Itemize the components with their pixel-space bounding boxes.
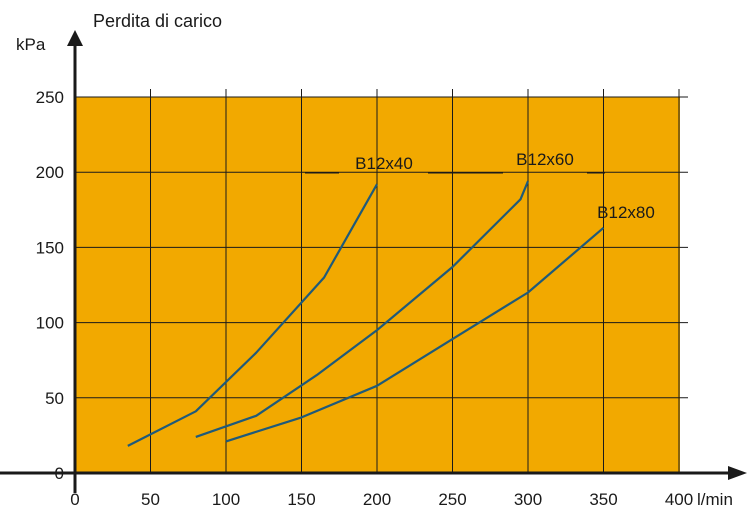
x-tick-label: 300: [514, 490, 542, 509]
x-tick-label: 50: [141, 490, 160, 509]
x-tick-label: 250: [438, 490, 466, 509]
y-tick-label: 0: [55, 464, 64, 483]
x-tick-label: 200: [363, 490, 391, 509]
series-line: [127, 183, 378, 447]
x-tick-label: 350: [589, 490, 617, 509]
series-lines: [127, 180, 605, 447]
axes: [0, 30, 747, 493]
series-labels: B12x40 B12x60 B12x80: [305, 150, 655, 222]
x-tick-label: 100: [212, 490, 240, 509]
x-axis-arrow: [728, 466, 747, 480]
series-label: B12x40: [355, 154, 413, 173]
y-axis-arrow: [67, 30, 83, 46]
x-tick-label: 150: [287, 490, 315, 509]
y-axis-unit-label: kPa: [16, 35, 46, 54]
y-tick-label: 250: [36, 88, 64, 107]
y-tick-label: 100: [36, 314, 64, 333]
x-tick-label: 400: [665, 490, 693, 509]
x-axis-unit-label: l/min: [697, 490, 733, 509]
tick-labels: 0 50 100 150 200 250 300 350 400 0 50 100 150 200 250: [36, 88, 694, 509]
series-line: [225, 226, 605, 443]
y-tick-label: 200: [36, 163, 64, 182]
grid-lines: [75, 89, 688, 473]
chart-title: Perdita di carico: [93, 11, 222, 31]
series-label: B12x80: [597, 203, 655, 222]
y-tick-label: 50: [45, 389, 64, 408]
x-tick-label: 0: [70, 490, 79, 509]
series-line: [195, 180, 530, 438]
y-tick-label: 150: [36, 238, 64, 257]
series-label: B12x60: [516, 150, 574, 169]
